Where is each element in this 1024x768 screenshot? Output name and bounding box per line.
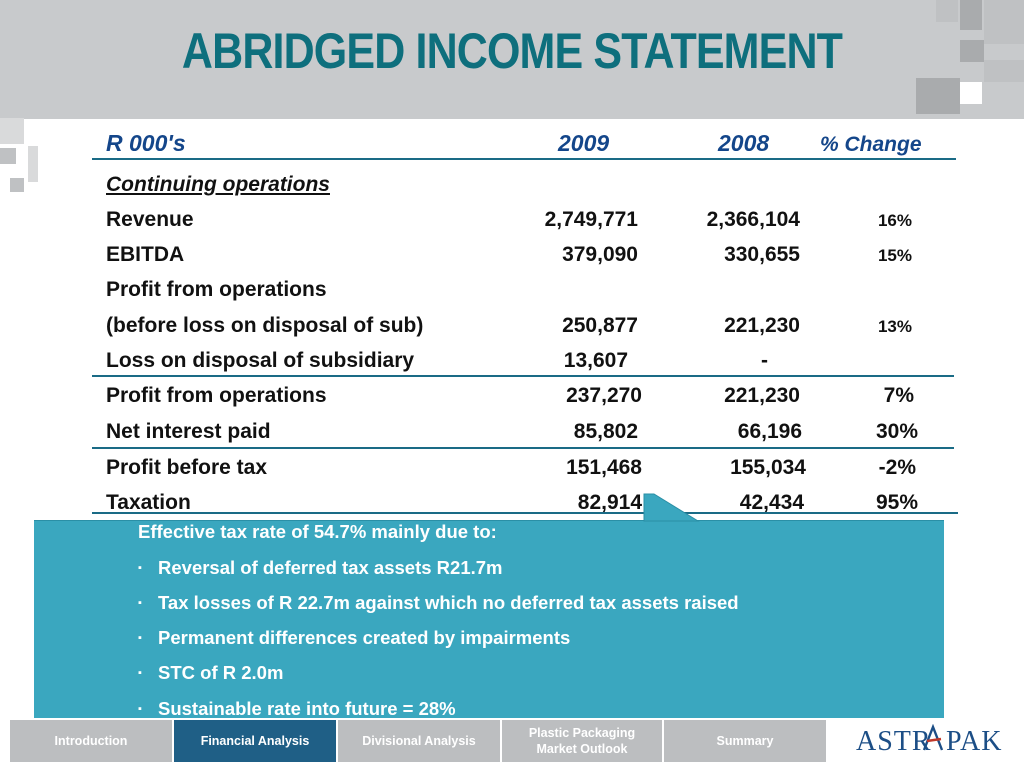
astrapak-a-logo-icon — [922, 724, 944, 751]
callout-bullet: Sustainable rate into future = 28% — [158, 698, 456, 719]
pct-change: 7% — [883, 384, 914, 407]
row-label: (before loss on disposal of sub) — [106, 314, 424, 337]
value-2009: 82,914 — [577, 491, 642, 514]
tab-plastic-packaging-market-outlook[interactable]: Plastic Packaging Market Outlook — [502, 720, 662, 762]
row-label: Loss on disposal of subsidiary — [106, 349, 415, 372]
tab-summary[interactable]: Summary — [664, 720, 826, 762]
value-2009: 2,749,771 — [544, 208, 638, 231]
tab-divisional-analysis[interactable]: Divisional Analysis — [338, 720, 500, 762]
value-2009: 250,877 — [562, 314, 638, 337]
value-2008: - — [761, 349, 768, 372]
decor-square — [0, 118, 24, 144]
decor-square — [960, 0, 982, 30]
value-2008: 2,366,104 — [706, 208, 800, 231]
value-2009: 85,802 — [573, 420, 638, 443]
tax-rate-callout — [34, 520, 944, 720]
change-header: % Change — [820, 133, 922, 156]
tab-introduction[interactable]: Introduction — [10, 720, 172, 762]
pct-change: 13% — [877, 317, 912, 336]
bullet-icon: ▪ — [138, 597, 142, 609]
row-label: Net interest paid — [106, 420, 271, 443]
logo-text-left: ASTR — [856, 726, 932, 757]
page-title: ABRIDGED INCOME STATEMENT — [181, 23, 843, 79]
callout-bullet: STC of R 2.0m — [158, 662, 284, 683]
decor-square — [0, 148, 16, 164]
value-2009: 13,607 — [563, 349, 628, 372]
section-nav: Introduction Financial Analysis Division… — [0, 718, 1024, 768]
value-2008: 66,196 — [737, 420, 802, 443]
row-label: Profit before tax — [106, 456, 268, 479]
pct-change: -2% — [878, 456, 916, 479]
callout-bullet: Tax losses of R 22.7m against which no d… — [158, 592, 739, 613]
decor-square — [10, 178, 24, 192]
callout-pointer — [643, 493, 700, 522]
bullet-icon: ▪ — [138, 632, 142, 644]
section-label: Continuing operations — [106, 173, 330, 196]
tab-financial-analysis[interactable]: Financial Analysis — [174, 720, 336, 762]
pct-change: 30% — [875, 420, 918, 443]
value-2009: 237,270 — [566, 384, 642, 407]
value-2008: 155,034 — [730, 456, 806, 479]
bullet-icon: ▪ — [138, 703, 142, 715]
decor-square — [960, 82, 982, 104]
header-band — [0, 0, 1024, 119]
row-label: EBITDA — [106, 243, 185, 266]
pct-change: 16% — [877, 211, 912, 230]
pct-change: 15% — [877, 246, 912, 265]
decor-square — [984, 0, 1024, 44]
value-2008: 221,230 — [724, 314, 800, 337]
value-2009: 151,468 — [566, 456, 642, 479]
row-label: Profit from operations — [106, 384, 327, 407]
row-label: Revenue — [106, 208, 194, 231]
decor-square — [28, 146, 38, 182]
callout-heading: Effective tax rate of 54.7% mainly due t… — [138, 521, 497, 542]
callout-bullet: Reversal of deferred tax assets R21.7m — [158, 557, 503, 578]
callout-bullet: Permanent differences created by impairm… — [158, 627, 571, 648]
subtotal-rule — [92, 375, 954, 377]
decor-square — [936, 0, 958, 22]
value-2008: 330,655 — [724, 243, 800, 266]
year-2009-header: 2009 — [558, 130, 610, 156]
unit-header: R 000's — [106, 130, 186, 156]
logo-text-right: PAK — [946, 726, 1003, 757]
decor-square — [984, 60, 1024, 82]
bullet-icon: ▪ — [138, 562, 142, 574]
row-label: Profit from operations — [106, 278, 327, 301]
value-2008: 221,230 — [724, 384, 800, 407]
subtotal-rule — [92, 447, 954, 449]
value-2009: 379,090 — [562, 243, 638, 266]
header-rule — [92, 158, 956, 160]
decor-square — [916, 78, 960, 114]
bullet-icon: ▪ — [138, 667, 142, 679]
row-label: Taxation — [106, 491, 191, 514]
pct-change: 95% — [875, 491, 918, 514]
bottom-rule — [92, 512, 958, 514]
year-2008-header: 2008 — [718, 130, 770, 156]
decor-square — [960, 40, 984, 62]
